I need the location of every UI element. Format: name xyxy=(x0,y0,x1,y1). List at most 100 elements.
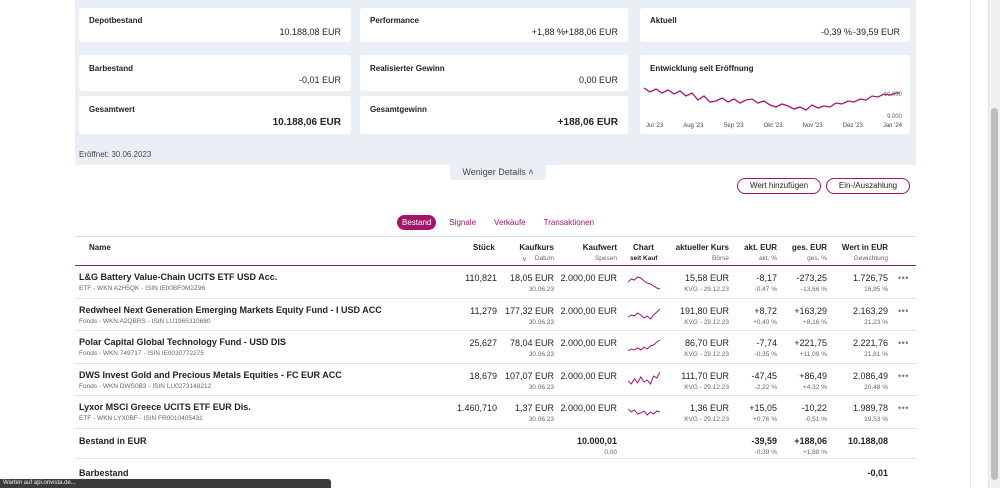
holding-kaufwert: 2.000,00 EUR xyxy=(560,338,617,348)
tab-bestand[interactable]: Bestand xyxy=(397,215,437,230)
holding-boerse: KVG - 29.12.23 xyxy=(684,416,729,423)
card-gesamtgewinn: Gesamtgewinn +188,06 EUR xyxy=(360,96,628,134)
less-details-label: Weniger Details xyxy=(462,167,526,177)
gesamtgewinn-label: Gesamtgewinn xyxy=(370,105,427,114)
col-kurs-sub: Börse xyxy=(712,255,729,262)
holding-name[interactable]: L&G Battery Value-Chain UCITS ETF USD Ac… xyxy=(79,272,278,282)
more-options-icon[interactable]: ••• xyxy=(898,403,909,413)
holding-name[interactable]: Lyxor MSCI Greece UCITS ETF EUR Dis. xyxy=(79,402,251,412)
total-spesen: 0,00 xyxy=(604,448,617,456)
add-value-button[interactable]: Wert hinzufügen xyxy=(737,178,821,194)
cash-value: -0,01 xyxy=(867,467,888,478)
tab-transaktionen[interactable]: Transaktionen xyxy=(543,218,595,227)
col-kaufwert[interactable]: Kaufwert xyxy=(582,243,617,252)
holding-ges: -273,25 xyxy=(796,273,827,283)
more-options-icon[interactable]: ••• xyxy=(898,370,909,381)
table-row[interactable]: Polar Capital Global Technology Fund - U… xyxy=(75,331,916,364)
holding-ges: +163,29 xyxy=(794,305,827,316)
holding-akt-pct: +0,76 % xyxy=(752,416,777,423)
card-depotbestand: Depotbestand 10.188,08 EUR xyxy=(79,8,351,42)
browser-status-bar: Warten auf api.onvista.de... xyxy=(0,479,331,488)
realisiert-label: Realisierter Gewinn xyxy=(370,64,445,73)
depotbestand-label: Depotbestand xyxy=(89,16,143,25)
portfolio-summary: Depotbestand 10.188,08 EUR Performance +… xyxy=(75,0,916,165)
aktuell-abs: -39,59 EUR xyxy=(852,27,900,37)
col-kaufkurs[interactable]: Kaufkurs xyxy=(519,243,554,252)
performance-label: Performance xyxy=(370,16,419,25)
sparkline-path xyxy=(628,276,660,290)
holding-akt-pct: +0,40 % xyxy=(752,318,777,326)
holding-meta: Fonds - WKN DWS0B3 - ISIN LU0273148212 xyxy=(79,382,212,390)
holding-kaufwert: 2.000,00 EUR xyxy=(560,273,617,283)
holding-meta: Fonds - WKN A2QBRS - ISIN LU1965310680 xyxy=(79,317,211,325)
sparkline-path xyxy=(628,371,660,385)
page-divider xyxy=(970,0,971,488)
holding-ges-pct: -13,66 % xyxy=(800,286,827,293)
more-options-icon[interactable]: ••• xyxy=(898,305,909,316)
holding-boerse: KVG - 29.12.23 xyxy=(684,351,729,358)
col-ges-sub: ges. % xyxy=(807,255,827,262)
card-gesamtwert: Gesamtwert 10.188,06 EUR xyxy=(79,96,351,134)
holding-kurs: 86,70 EUR xyxy=(684,338,729,348)
holding-boerse: KVG - 29.12.23 xyxy=(684,383,729,391)
less-details-toggle[interactable]: Weniger Details ˄ xyxy=(450,165,546,180)
card-performance: Performance +1,88 % +188,06 EUR xyxy=(360,8,628,42)
left-margin xyxy=(0,0,75,488)
col-wert[interactable]: Wert in EUR xyxy=(841,243,888,252)
col-name[interactable]: Name xyxy=(89,243,111,252)
holding-stueck: 1.460,710 xyxy=(456,403,497,413)
col-kurs[interactable]: aktueller Kurs xyxy=(675,243,729,252)
holding-name[interactable]: DWS Invest Gold and Precious Metals Equi… xyxy=(79,369,342,380)
holding-kaufwert: 2.000,00 EUR xyxy=(560,305,617,316)
col-kaufkurs-sub: Datum xyxy=(534,255,554,262)
col-akt[interactable]: akt. EUR xyxy=(744,243,777,252)
holding-kaufwert: 2.000,00 EUR xyxy=(560,403,617,413)
table-row[interactable]: DWS Invest Gold and Precious Metals Equi… xyxy=(75,364,916,396)
holding-sparkline xyxy=(628,371,660,385)
holding-wert: 1.989,78 xyxy=(852,403,888,413)
table-body: L&G Battery Value-Chain UCITS ETF USD Ac… xyxy=(75,266,916,429)
table-row[interactable]: L&G Battery Value-Chain UCITS ETF USD Ac… xyxy=(75,266,916,299)
entwicklung-chart: 10.000 9.000 xyxy=(644,87,903,120)
card-realisiert: Realisierter Gewinn 0,00 EUR xyxy=(360,55,628,91)
more-options-icon[interactable]: ••• xyxy=(898,338,909,348)
holding-ges-pct: +11,09 % xyxy=(799,351,827,358)
holding-name[interactable]: Redwheel Next Generation Emerging Market… xyxy=(79,304,382,315)
holding-akt: +15,05 xyxy=(749,403,777,413)
aktuell-label: Aktuell xyxy=(650,16,677,25)
performance-abs: +188,06 EUR xyxy=(563,27,618,37)
gesamtgewinn-value: +188,06 EUR xyxy=(557,117,618,128)
holding-wert: 1.726,75 xyxy=(852,273,888,283)
col-stueck[interactable]: Stück xyxy=(473,243,495,252)
holding-datum: 30.06.23 xyxy=(528,351,554,358)
cash-label: Barbestand xyxy=(79,467,129,478)
sort-desc-icon[interactable]: ∨ xyxy=(522,256,527,263)
holding-meta: ETF - WKN LYX0BF - ISIN FR0010405431 xyxy=(79,415,203,422)
scrollbar-thumb[interactable] xyxy=(991,108,998,480)
holding-akt-pct: -0,47 % xyxy=(754,286,777,293)
holding-gewichtung: 16,95 % xyxy=(864,286,888,293)
total-label: Bestand in EUR xyxy=(79,435,147,446)
holding-wert: 2.221,76 xyxy=(852,338,888,348)
tab-verkaeufe[interactable]: Verkäufe xyxy=(494,218,526,227)
vertical-scrollbar[interactable] xyxy=(988,0,1000,488)
holding-datum: 30.06.23 xyxy=(528,286,554,293)
total-wert: 10.188,08 xyxy=(847,435,888,446)
barbestand-label: Barbestand xyxy=(89,64,134,73)
col-chart: Chart xyxy=(633,243,654,252)
x-tick: Aug '23 xyxy=(683,123,704,129)
holding-kurs: 1,36 EUR xyxy=(689,403,729,413)
holding-stueck: 25,627 xyxy=(469,338,497,348)
holding-akt: -8,17 xyxy=(756,273,777,283)
col-ges[interactable]: ges. EUR xyxy=(791,243,827,252)
holding-datum: 30.06.23 xyxy=(528,416,554,423)
more-options-icon[interactable]: ••• xyxy=(898,273,909,283)
deposit-withdraw-button[interactable]: Ein-/Auszahlung xyxy=(826,178,910,194)
table-row[interactable]: Lyxor MSCI Greece UCITS ETF EUR Dis. ETF … xyxy=(75,396,916,429)
holding-wert: 2.163,29 xyxy=(852,305,888,316)
tab-signale[interactable]: Signale xyxy=(449,218,477,227)
table-row[interactable]: Redwheel Next Generation Emerging Market… xyxy=(75,299,916,331)
holding-meta: ETF - WKN A2H5QK - ISIN IE00BF0M2Z96 xyxy=(79,285,206,292)
holding-name[interactable]: Polar Capital Global Technology Fund - U… xyxy=(79,337,286,347)
entwicklung-label: Entwicklung seit Eröffnung xyxy=(650,64,754,73)
